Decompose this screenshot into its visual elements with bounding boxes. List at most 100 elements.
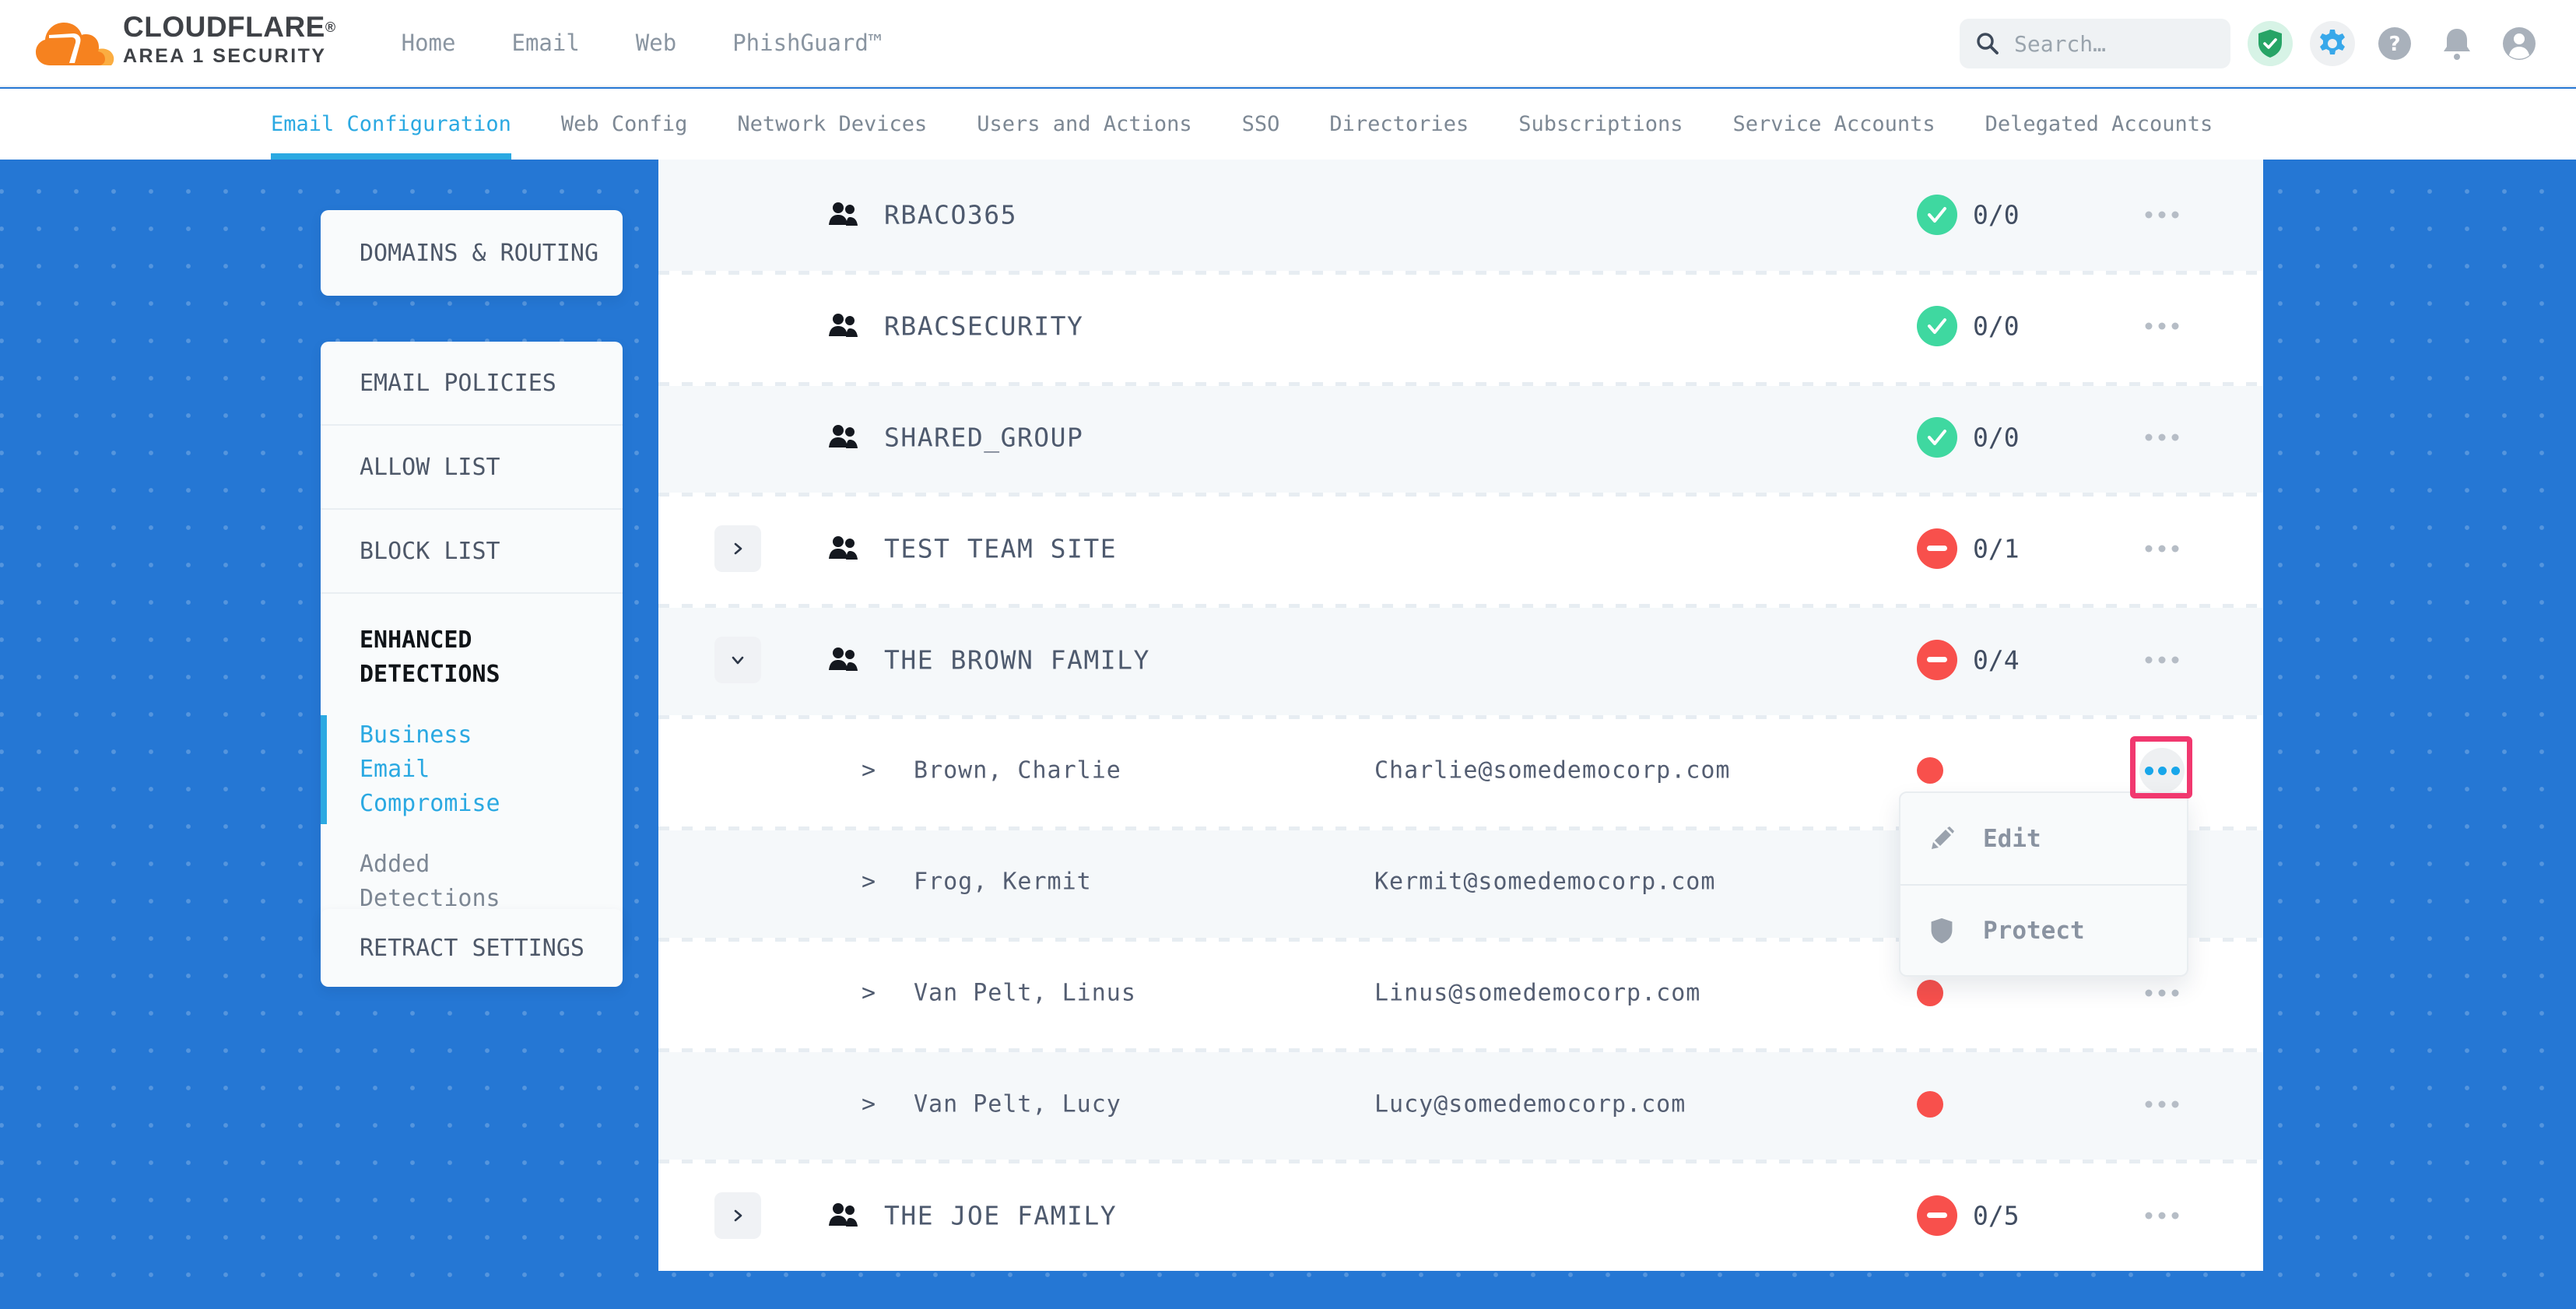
- bell-icon: [2444, 29, 2470, 60]
- tab-subscriptions[interactable]: Subscriptions: [1518, 112, 1683, 136]
- security-status-icon[interactable]: [2248, 21, 2293, 66]
- search-box: [1960, 19, 2230, 68]
- row-menu-button ellipsis-icon[interactable]: [2138, 1204, 2187, 1227]
- sidebar-item-business-email-compromise[interactable]: Business Email Compromise: [321, 715, 554, 824]
- sidebar-item-allow-list[interactable]: ALLOW LIST: [321, 426, 623, 510]
- table-row: THE BROWN FAMILY 0/4: [658, 604, 2263, 715]
- groups-table: RBACO365 0/0 RBACSECURITY 0/0 SHARED_GRO…: [658, 160, 2263, 1271]
- nav-web[interactable]: Web: [635, 30, 677, 56]
- row-menu-button ellipsis-icon[interactable]: [2138, 1093, 2187, 1115]
- status-protected-badge: [1917, 195, 1957, 236]
- notifications-button[interactable]: [2434, 21, 2479, 66]
- section-tabs: Email Configuration Web Config Network D…: [0, 89, 2576, 160]
- table-row: SHARED_GROUP 0/0: [658, 381, 2263, 493]
- tab-sso[interactable]: SSO: [1241, 112, 1280, 136]
- member-chevron-icon: >: [862, 756, 876, 784]
- app-header: CLOUDFLARE® AREA 1 SECURITY Home Email W…: [0, 0, 2576, 87]
- help-icon: ?: [2378, 27, 2411, 60]
- row-menu-button ellipsis-icon[interactable]: [2138, 204, 2187, 226]
- sidebar-card-retract: RETRACT SETTINGS: [321, 909, 623, 987]
- tab-email-configuration[interactable]: Email Configuration: [271, 89, 511, 160]
- user-icon: [2503, 27, 2536, 60]
- member-chevron-icon: >: [862, 1090, 876, 1118]
- status-alert-dot: [1917, 757, 1943, 784]
- member-email: Kermit@somedemocorp.com: [1374, 868, 1716, 896]
- tab-service-accounts[interactable]: Service Accounts: [1732, 112, 1936, 136]
- member-name: Brown, Charlie: [914, 756, 1121, 784]
- menu-item-edit[interactable]: Edit: [1900, 793, 2187, 884]
- nav-phishguard[interactable]: PhishGuard™: [732, 30, 883, 56]
- protection-count: 0/1: [1973, 533, 2020, 564]
- group-name: THE BROWN FAMILY: [884, 644, 1150, 676]
- row-context-menu: Edit Protect: [1899, 791, 2188, 977]
- check-icon: [1928, 207, 1946, 223]
- search-input[interactable]: [2014, 30, 2201, 57]
- users-icon: [829, 1202, 858, 1227]
- member-name: Van Pelt, Lucy: [914, 1090, 1121, 1118]
- check-icon: [1928, 318, 1946, 335]
- enhanced-detections-title: ENHANCED DETECTIONS: [360, 626, 500, 688]
- brand-subtitle: AREA 1 SECURITY: [123, 45, 327, 67]
- table-row: > Van Pelt, Lucy Lucy@somedemocorp.com: [658, 1048, 2263, 1160]
- status-protected-badge: [1917, 306, 1957, 347]
- table-row: THE JOE FAMILY 0/5: [658, 1160, 2263, 1271]
- group-name: SHARED_GROUP: [884, 422, 1084, 453]
- tab-web-config[interactable]: Web Config: [560, 112, 688, 136]
- row-menu-button ellipsis-icon[interactable]: [2138, 981, 2187, 1004]
- status-alert-badge minus-icon: [1917, 639, 1957, 680]
- sidebar-item-email-policies[interactable]: EMAIL POLICIES: [321, 342, 623, 426]
- row-menu-button ellipsis-icon[interactable]: [2138, 537, 2187, 560]
- protection-count: 0/4: [1973, 644, 2020, 676]
- expand-group-button chevron-right-icon[interactable]: [714, 1191, 761, 1239]
- member-email: Charlie@somedemocorp.com: [1374, 756, 1731, 784]
- header-actions: ?: [1960, 0, 2576, 87]
- sidebar-card-domains: DOMAINS & ROUTING: [321, 210, 623, 296]
- pencil-icon: [1932, 826, 1954, 849]
- shield-icon: [1931, 918, 1953, 943]
- status-alert-dot: [1917, 979, 1943, 1006]
- gear-icon: [2320, 30, 2345, 54]
- row-menu-button-active ellipsis-icon[interactable]: [2139, 748, 2185, 794]
- menu-item-protect[interactable]: Protect: [1900, 884, 2187, 975]
- cloudflare-logo[interactable]: CLOUDFLARE® AREA 1 SECURITY: [31, 12, 336, 74]
- sidebar-item-domains-routing[interactable]: DOMAINS & ROUTING: [360, 239, 599, 267]
- account-button[interactable]: [2497, 21, 2542, 66]
- row-menu-button ellipsis-icon[interactable]: [2138, 648, 2187, 671]
- nav-email[interactable]: Email: [511, 30, 580, 56]
- sidebar-item-retract-settings[interactable]: RETRACT SETTINGS: [360, 934, 584, 962]
- group-name: RBACO365: [884, 199, 1017, 230]
- users-icon: [829, 424, 858, 448]
- expand-group-button chevron-right-icon[interactable]: [714, 525, 761, 572]
- protection-count: 0/0: [1973, 422, 2020, 453]
- check-icon: [1928, 429, 1946, 445]
- chevron-down-icon: [732, 656, 744, 664]
- table-row: RBACSECURITY 0/0: [658, 270, 2263, 382]
- settings-button[interactable]: [2310, 21, 2355, 66]
- row-menu-button ellipsis-icon[interactable]: [2138, 426, 2187, 448]
- member-name: Frog, Kermit: [914, 868, 1092, 896]
- collapse-group-button chevron-down-icon[interactable]: [714, 636, 761, 683]
- status-alert-badge minus-icon: [1917, 528, 1957, 569]
- help-button[interactable]: ?: [2372, 21, 2417, 66]
- tab-users-and-actions[interactable]: Users and Actions: [977, 112, 1192, 136]
- protection-count: 0/0: [1973, 311, 2020, 342]
- status-protected-badge: [1917, 416, 1957, 458]
- group-name: TEST TEAM SITE: [884, 533, 1118, 564]
- sidebar-item-block-list[interactable]: BLOCK LIST: [321, 510, 623, 594]
- status-alert-dot: [1917, 1090, 1943, 1118]
- table-row: TEST TEAM SITE 0/1: [658, 493, 2263, 605]
- protection-count: 0/0: [1973, 199, 2020, 230]
- svg-text:?: ?: [2388, 33, 2400, 56]
- member-email: Linus@somedemocorp.com: [1374, 979, 1701, 1007]
- chevron-right-icon: [734, 542, 742, 555]
- tab-network-devices[interactable]: Network Devices: [737, 112, 928, 136]
- nav-home[interactable]: Home: [401, 30, 456, 56]
- tab-directories[interactable]: Directories: [1329, 112, 1469, 136]
- brand-name: CLOUDFLARE®: [123, 11, 336, 43]
- tab-delegated-accounts[interactable]: Delegated Accounts: [1985, 112, 2213, 136]
- row-menu-button ellipsis-icon[interactable]: [2138, 315, 2187, 338]
- sidebar-item-added-detections[interactable]: Added Detections: [360, 851, 500, 912]
- protection-count: 0/5: [1973, 1200, 2020, 1231]
- top-nav: Home Email Web PhishGuard™: [402, 30, 883, 56]
- search-icon: [1977, 33, 1999, 54]
